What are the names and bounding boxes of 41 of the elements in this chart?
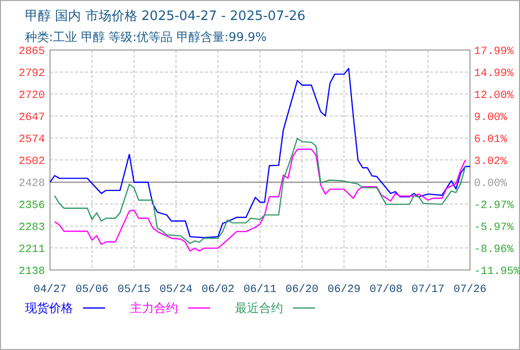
x-tick-label: 06/20 [285, 284, 319, 296]
y2-tick-label: -5.97% [474, 222, 514, 234]
line-series [54, 138, 466, 244]
y2-tick-label: 12.00% [474, 90, 514, 102]
chart-title: 甲醇 国内 市场价格 2025-04-27 - 2025-07-26 [25, 9, 306, 24]
y2-tick-label: -2.97% [474, 200, 514, 212]
x-tick-label: 06/02 [201, 284, 235, 296]
line-series [49, 68, 471, 238]
y-tick-label: 2283 [18, 222, 45, 234]
y-tick-label: 2502 [18, 156, 45, 168]
legend-label: 现货价格 [25, 301, 73, 315]
line-series [54, 148, 466, 252]
y2-tick-label: 6.01% [474, 134, 508, 146]
x-tick-label: 04/27 [33, 284, 67, 296]
y-tick-label: 2211 [18, 244, 46, 256]
y-tick-label: 2138 [18, 266, 45, 278]
x-tick-label: 07/17 [411, 284, 445, 296]
y-tick-label: 2792 [18, 68, 45, 80]
y-tick-label: 2574 [18, 134, 46, 146]
legend-label: 主力合约 [130, 301, 178, 315]
y-tick-label: 2865 [18, 46, 45, 58]
x-tick-label: 07/08 [369, 284, 403, 296]
chart-subtitle: 种类:工业 甲醇 等级:优等品 甲醇含量:99.9% [25, 30, 267, 44]
x-tick-label: 05/15 [117, 284, 151, 296]
y2-tick-label: 17.99% [474, 46, 514, 58]
y-tick-label: 2428 [18, 178, 45, 190]
y2-tick-label: -11.95% [474, 266, 520, 278]
y2-tick-label: 0.00% [474, 178, 508, 190]
y-tick-label: 2647 [18, 112, 45, 124]
y2-tick-label: 3.02% [474, 156, 508, 168]
y-tick-label: 2356 [18, 200, 45, 212]
x-tick-label: 05/24 [159, 284, 193, 296]
x-tick-label: 06/29 [327, 284, 361, 296]
x-tick-label: 05/06 [75, 284, 109, 296]
y2-tick-label: 14.99% [474, 68, 514, 80]
y2-tick-label: 9.00% [474, 112, 508, 124]
x-tick-label: 06/11 [243, 284, 277, 296]
x-tick-label: 07/26 [453, 284, 487, 296]
legend-label: 最近合约 [235, 301, 283, 315]
y2-tick-label: -8.96% [474, 244, 514, 256]
y-tick-label: 2720 [18, 90, 45, 102]
